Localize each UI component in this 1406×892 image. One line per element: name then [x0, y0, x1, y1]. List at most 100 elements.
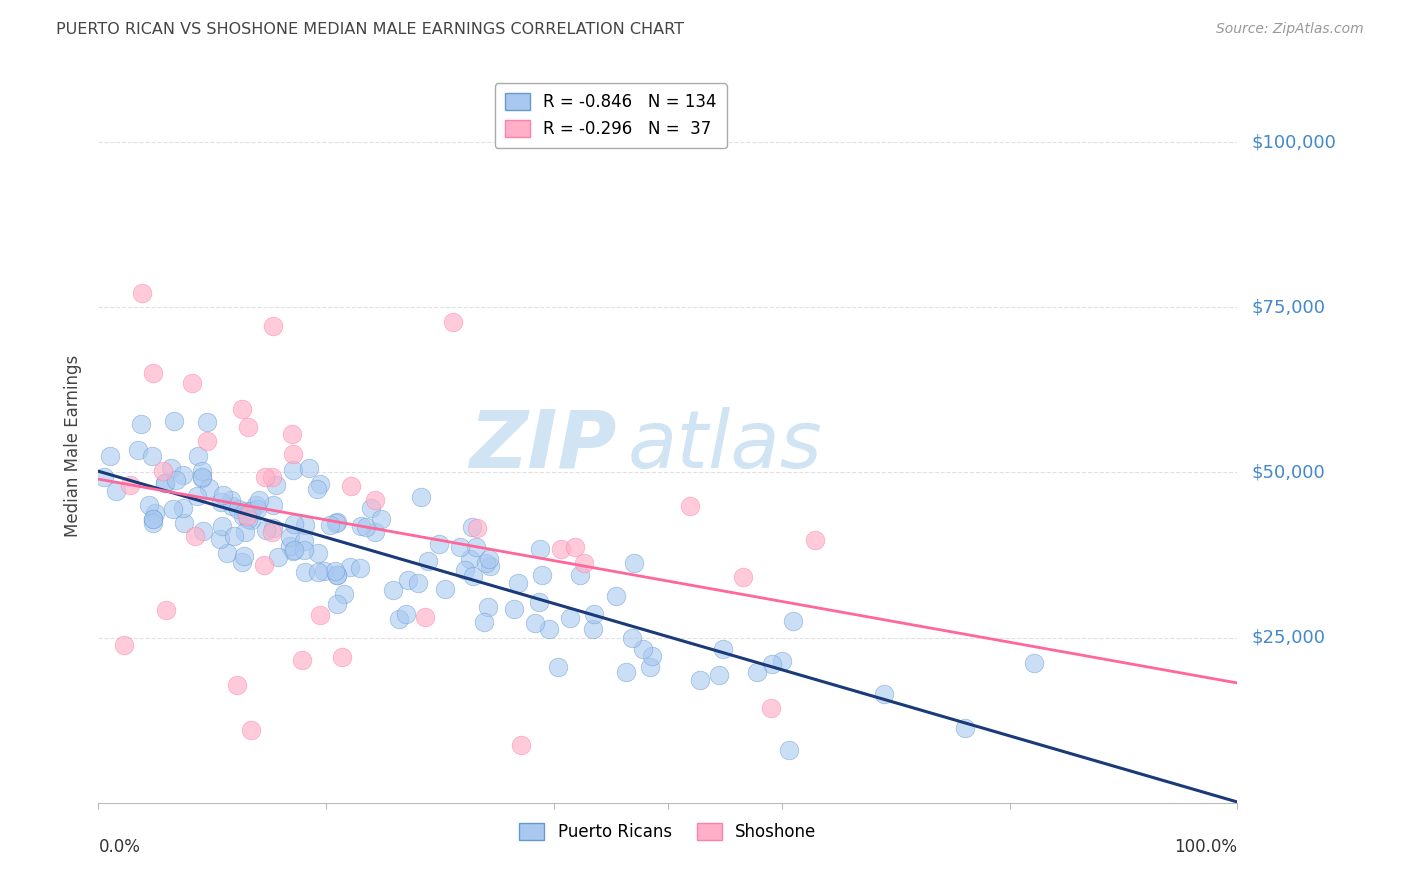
Shoshone [281, 447, 304, 461]
Puerto Ricans [689, 673, 711, 687]
Puerto Ricans [429, 537, 451, 551]
Shoshone [550, 541, 572, 556]
Puerto Ricans [395, 607, 418, 621]
Y-axis label: Median Male Earnings: Median Male Earnings [65, 355, 83, 537]
Shoshone [441, 315, 464, 329]
Puerto Ricans [283, 516, 305, 531]
Text: 100.0%: 100.0% [1174, 838, 1237, 856]
Puerto Ricans [319, 518, 342, 533]
Puerto Ricans [221, 499, 243, 513]
Puerto Ricans [370, 512, 392, 526]
Puerto Ricans [191, 524, 214, 538]
Shoshone [262, 318, 284, 333]
Legend: Puerto Ricans, Shoshone: Puerto Ricans, Shoshone [513, 816, 823, 848]
Text: $75,000: $75,000 [1251, 298, 1326, 317]
Puerto Ricans [294, 517, 316, 532]
Puerto Ricans [160, 461, 183, 475]
Puerto Ricans [333, 587, 356, 601]
Puerto Ricans [142, 512, 165, 526]
Puerto Ricans [388, 612, 411, 626]
Puerto Ricans [478, 551, 501, 566]
Puerto Ricans [339, 559, 361, 574]
Puerto Ricans [211, 519, 233, 533]
Shoshone [309, 607, 332, 622]
Puerto Ricans [325, 597, 347, 611]
Puerto Ricans [433, 582, 456, 596]
Puerto Ricans [360, 500, 382, 515]
Puerto Ricans [191, 471, 214, 485]
Puerto Ricans [254, 523, 277, 537]
Text: PUERTO RICAN VS SHOSHONE MEDIAN MALE EARNINGS CORRELATION CHART: PUERTO RICAN VS SHOSHONE MEDIAN MALE EAR… [56, 22, 685, 37]
Puerto Ricans [418, 554, 440, 568]
Puerto Ricans [162, 502, 184, 516]
Puerto Ricans [143, 506, 166, 520]
Text: ZIP: ZIP [470, 407, 617, 485]
Puerto Ricans [278, 530, 301, 544]
Puerto Ricans [454, 563, 477, 577]
Puerto Ricans [538, 622, 561, 636]
Puerto Ricans [707, 668, 730, 682]
Shoshone [340, 479, 363, 493]
Shoshone [226, 678, 249, 692]
Puerto Ricans [623, 556, 645, 570]
Puerto Ricans [953, 722, 976, 736]
Shoshone [152, 464, 174, 478]
Puerto Ricans [641, 648, 664, 663]
Puerto Ricans [267, 549, 290, 564]
Shoshone [253, 558, 276, 572]
Puerto Ricans [396, 573, 419, 587]
Shoshone [260, 470, 283, 484]
Puerto Ricans [354, 520, 377, 534]
Text: $50,000: $50,000 [1251, 464, 1324, 482]
Puerto Ricans [463, 569, 485, 583]
Shoshone [281, 426, 304, 441]
Puerto Ricans [235, 503, 257, 517]
Puerto Ricans [278, 539, 301, 553]
Puerto Ricans [198, 481, 221, 495]
Text: $25,000: $25,000 [1251, 629, 1326, 647]
Puerto Ricans [294, 565, 316, 579]
Puerto Ricans [186, 489, 208, 503]
Puerto Ricans [292, 542, 315, 557]
Puerto Ricans [246, 501, 269, 516]
Shoshone [118, 478, 141, 492]
Shoshone [184, 529, 207, 543]
Puerto Ricans [560, 610, 582, 624]
Shoshone [195, 434, 218, 448]
Puerto Ricans [631, 642, 654, 657]
Shoshone [759, 701, 782, 715]
Puerto Ricans [209, 495, 232, 509]
Puerto Ricans [172, 500, 194, 515]
Puerto Ricans [312, 564, 335, 578]
Puerto Ricans [638, 659, 661, 673]
Puerto Ricans [186, 449, 208, 463]
Shoshone [260, 524, 283, 539]
Puerto Ricans [281, 463, 304, 477]
Puerto Ricans [262, 521, 284, 535]
Puerto Ricans [477, 600, 499, 615]
Puerto Ricans [620, 631, 643, 645]
Puerto Ricans [264, 478, 287, 492]
Puerto Ricans [531, 567, 554, 582]
Puerto Ricans [142, 516, 165, 530]
Puerto Ricans [153, 475, 176, 490]
Puerto Ricans [247, 493, 270, 508]
Puerto Ricans [323, 565, 346, 579]
Puerto Ricans [349, 561, 371, 575]
Shoshone [142, 367, 165, 381]
Puerto Ricans [529, 541, 551, 556]
Puerto Ricans [1022, 656, 1045, 670]
Puerto Ricans [224, 529, 246, 543]
Puerto Ricans [226, 502, 249, 516]
Puerto Ricans [283, 542, 305, 557]
Puerto Ricans [873, 687, 896, 701]
Shoshone [364, 493, 387, 508]
Shoshone [240, 723, 263, 738]
Puerto Ricans [381, 583, 404, 598]
Puerto Ricans [211, 488, 233, 502]
Puerto Ricans [475, 556, 498, 570]
Puerto Ricans [297, 461, 319, 475]
Shoshone [231, 402, 253, 417]
Puerto Ricans [464, 540, 486, 554]
Shoshone [236, 420, 259, 434]
